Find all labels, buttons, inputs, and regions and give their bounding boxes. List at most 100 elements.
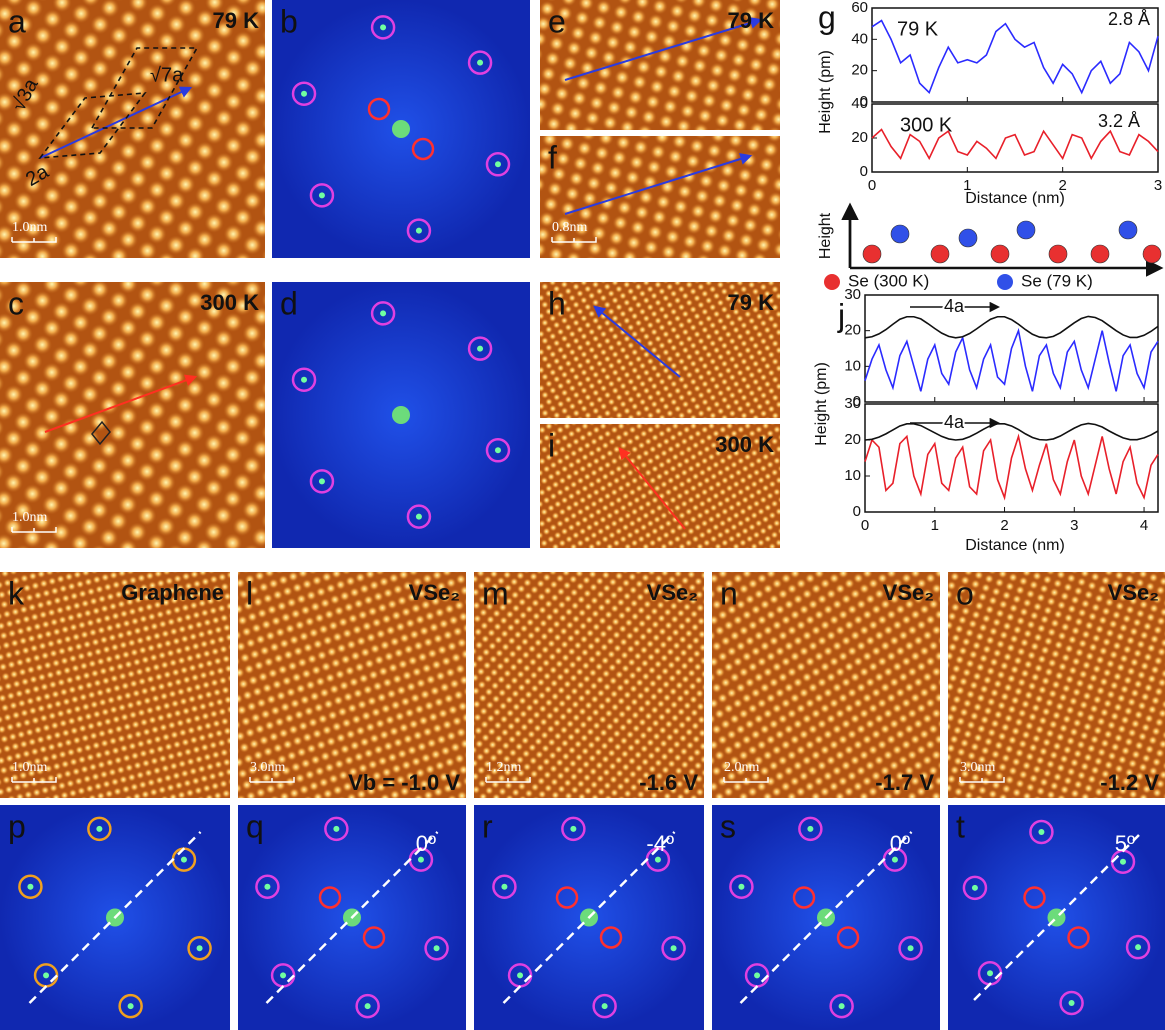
scale-label: 0.8nm	[552, 220, 588, 235]
panel-label: i	[548, 427, 555, 463]
bragg-spot	[1038, 829, 1044, 835]
scale-label: 1.0nm	[12, 760, 48, 775]
bragg-spot	[807, 826, 813, 832]
y-tick-label: 30	[844, 395, 861, 412]
bragg-spot	[602, 1003, 608, 1009]
x-tick-label: 0	[868, 177, 876, 194]
bragg-spot	[477, 60, 483, 66]
bragg-spot	[27, 884, 33, 890]
bragg-spot	[280, 972, 286, 978]
y-tick-label: 40	[851, 95, 868, 112]
panel	[272, 0, 530, 258]
x-tick-label: 1	[931, 517, 939, 534]
scale-label: 3.0nm	[960, 760, 996, 775]
bragg-spot	[416, 514, 422, 520]
panel-label: p	[8, 808, 26, 844]
bragg-spot	[517, 972, 523, 978]
panel-label: h	[548, 285, 566, 321]
data-line	[865, 436, 1158, 497]
y-tick-label: 0	[853, 503, 861, 520]
bias-label: Vb = -1.0 V	[348, 770, 460, 795]
legend-label: Se (79 K)	[1021, 271, 1093, 290]
atom	[959, 229, 977, 247]
atom	[991, 245, 1009, 263]
bragg-spot	[987, 970, 993, 976]
angle-label: 5º	[1115, 831, 1135, 856]
bragg-spot	[333, 826, 339, 832]
y-tick-label: 60	[851, 0, 868, 16]
bragg-spot	[301, 91, 307, 97]
panel-note: 79 K	[213, 8, 260, 33]
scale-label: 1.0nm	[12, 510, 48, 525]
atom	[1119, 221, 1137, 239]
bragg-spot	[1135, 944, 1141, 950]
atom	[863, 245, 881, 263]
panel-label: r	[482, 808, 493, 844]
atom	[931, 245, 949, 263]
annotation: 4a	[944, 296, 965, 316]
panel	[272, 282, 530, 548]
panel-note: VSe₂	[647, 580, 698, 605]
panel-note: 79 K	[728, 290, 775, 315]
panel-note: 300 K	[200, 290, 259, 315]
x-tick-label: 0	[861, 517, 869, 534]
panel-label: l	[246, 575, 253, 611]
angle-label: 0º	[890, 831, 910, 856]
panel-label: d	[280, 285, 298, 321]
x-tick-label: 4	[1140, 517, 1148, 534]
scale-label: 1.2nm	[486, 760, 522, 775]
atom	[1143, 245, 1161, 263]
panel-note: VSe₂	[883, 580, 934, 605]
panel-label: c	[8, 285, 24, 321]
panel	[540, 136, 780, 258]
figure: a79 K1.0nm√3a√7a2abe79 Kf0.8nmc300 K1.0n…	[0, 0, 1165, 1030]
bragg-spot	[501, 884, 507, 890]
bragg-spot	[319, 478, 325, 484]
bragg-spot	[495, 447, 501, 453]
annotation: 2.8 Å	[1108, 9, 1150, 29]
center-spot	[392, 120, 410, 138]
bias-label: -1.2 V	[1100, 770, 1159, 795]
legend-marker	[997, 274, 1013, 290]
bragg-spot	[671, 945, 677, 951]
panel-label: q	[246, 808, 264, 844]
bragg-spot	[738, 884, 744, 890]
y-tick-label: 20	[844, 431, 861, 448]
bragg-spot	[908, 945, 914, 951]
bragg-spot	[181, 857, 187, 863]
bragg-spot	[418, 857, 424, 863]
scale-label: 3.0nm	[250, 760, 286, 775]
panel-note: VSe₂	[409, 580, 460, 605]
panel-label: b	[280, 3, 298, 39]
x-tick-label: 3	[1154, 177, 1162, 194]
panel-label: n	[720, 575, 738, 611]
scale-label: 2.0nm	[724, 760, 760, 775]
y-tick-label: 10	[844, 467, 861, 484]
data-line	[865, 316, 1158, 337]
y-tick-label: 20	[844, 322, 861, 339]
atom	[1091, 245, 1109, 263]
x-axis-label: Distance (nm)	[965, 190, 1065, 207]
bragg-spot	[839, 1003, 845, 1009]
y-axis-label: Height (pm)	[817, 50, 834, 134]
panel-label: t	[956, 808, 965, 844]
legend-marker	[824, 274, 840, 290]
scale-label: 1.0nm	[12, 220, 48, 235]
x-tick-label: 2	[1000, 517, 1008, 534]
x-tick-label: 3	[1070, 517, 1078, 534]
panel-note: 79 K	[728, 8, 775, 33]
atom	[891, 225, 909, 243]
panel-label: s	[720, 808, 736, 844]
schematic-label: Height	[817, 212, 834, 259]
panel-note: 300 K	[715, 432, 774, 457]
y-tick-label: 20	[851, 129, 868, 146]
bragg-spot	[972, 885, 978, 891]
panel-note: 300 K	[900, 114, 953, 136]
angle-label: -4º	[646, 831, 674, 856]
y-tick-label: 20	[851, 62, 868, 79]
panel-label: a	[8, 3, 26, 39]
panel-label: f	[548, 139, 557, 175]
data-line	[865, 331, 1158, 392]
bragg-spot	[43, 972, 49, 978]
panel-note: 79 K	[897, 18, 939, 40]
